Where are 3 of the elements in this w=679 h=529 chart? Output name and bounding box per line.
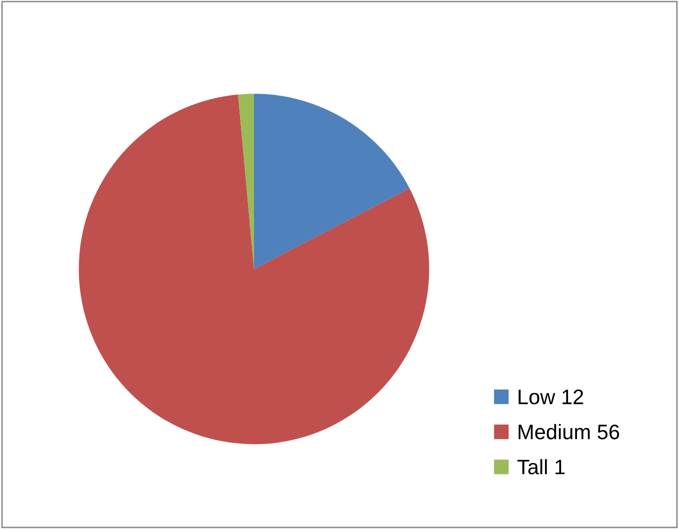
- legend-label: Medium 56: [518, 424, 620, 440]
- legend-label: Low 12: [518, 390, 584, 404]
- legend-label: Tall 1: [517, 459, 565, 474]
